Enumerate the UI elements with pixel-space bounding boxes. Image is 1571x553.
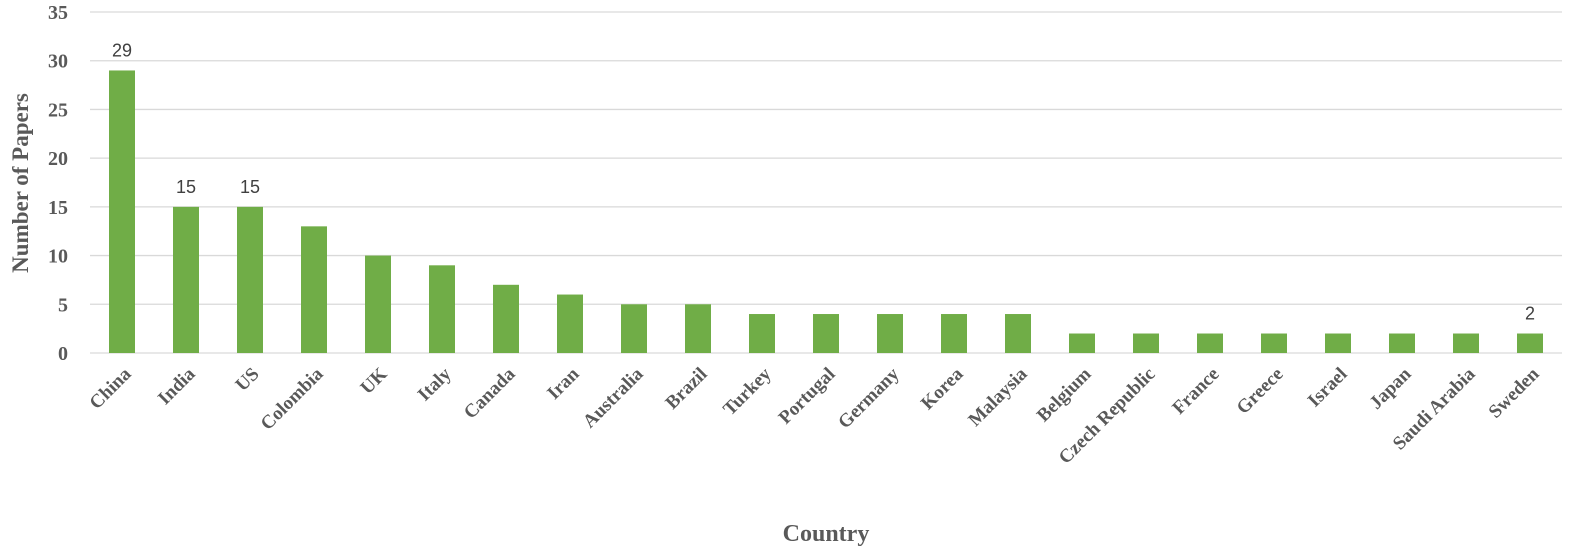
bar [1133, 333, 1159, 353]
y-tick-label: 5 [58, 294, 68, 316]
x-tick-label: Turkey [719, 363, 776, 420]
bar [621, 304, 647, 353]
x-tick-label: Belgium [1033, 364, 1096, 427]
x-tick-label: Sweden [1485, 363, 1544, 422]
bar [813, 314, 839, 353]
bar [1261, 333, 1287, 353]
bar [429, 265, 455, 353]
x-tick-label: Colombia [257, 363, 328, 434]
x-tick-label: China [86, 363, 136, 413]
x-tick-label: Germany [834, 363, 904, 433]
bar [1005, 314, 1031, 353]
x-tick-label: Australia [579, 363, 648, 432]
bar [173, 206, 199, 353]
y-tick-label: 30 [48, 51, 68, 73]
bar [493, 284, 519, 353]
x-tick-label: Italy [414, 363, 456, 405]
y-tick-label: 15 [48, 197, 68, 219]
data-label: 15 [240, 177, 260, 197]
x-tick-label: UK [357, 364, 392, 399]
y-tick-label: 25 [48, 99, 68, 121]
y-tick-label: 10 [48, 246, 68, 268]
bar [877, 314, 903, 353]
y-axis-title: Number of Papers [8, 93, 33, 273]
x-tick-label: France [1168, 364, 1223, 419]
data-label: 2 [1525, 304, 1535, 324]
bar [685, 304, 711, 353]
bar [1389, 333, 1415, 353]
y-tick-label: 20 [48, 148, 68, 170]
x-tick-label: US [232, 364, 264, 396]
x-tick-label: Israel [1304, 364, 1352, 412]
bar [365, 255, 391, 353]
bar [1325, 333, 1351, 353]
x-axis-title: Country [783, 521, 870, 547]
x-tick-label: Malaysia [964, 363, 1031, 430]
y-tick-label: 35 [48, 2, 68, 24]
x-tick-label: Brazil [662, 364, 712, 414]
bar [237, 206, 263, 353]
data-label: 29 [112, 40, 132, 60]
x-tick-label: Japan [1366, 363, 1416, 413]
x-tick-label: Canada [460, 363, 520, 423]
bar [941, 314, 967, 353]
bar [1453, 333, 1479, 353]
bar [557, 294, 583, 353]
x-tick-label: Greece [1233, 364, 1288, 419]
bar [301, 226, 327, 353]
bar [1197, 333, 1223, 353]
bar [1069, 333, 1095, 353]
x-tick-label: Iran [543, 363, 584, 404]
x-tick-label: Portugal [775, 364, 840, 429]
data-label: 15 [176, 177, 196, 197]
bar [749, 314, 775, 353]
y-tick-label: 0 [58, 343, 68, 365]
x-tick-label: India [154, 363, 200, 409]
bar [109, 70, 135, 353]
x-tick-label: Korea [917, 363, 968, 414]
bar [1517, 333, 1543, 353]
